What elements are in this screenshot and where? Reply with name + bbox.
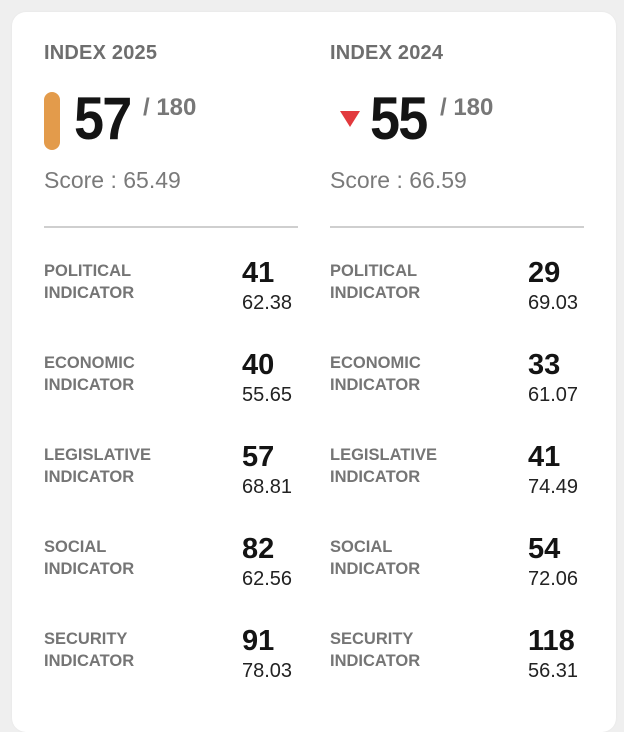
indicator-score: 55.65	[242, 384, 293, 406]
indicator-rank: 41	[242, 257, 275, 289]
rank-color-bar-icon	[44, 92, 60, 150]
indicator-rank: 33	[528, 349, 561, 381]
indicator-rank: 91	[242, 625, 275, 657]
index-2024-title: INDEX 2024	[330, 42, 444, 64]
divider	[330, 226, 584, 228]
index-2025-score: Score : 65.49	[44, 167, 181, 193]
indicator-rank: 118	[528, 625, 575, 657]
indicator-score: 72.06	[528, 568, 579, 590]
indicator-label: SOCIAL INDICATOR	[330, 538, 421, 578]
index-2025-total: / 180	[143, 94, 197, 121]
indicator-score: 61.07	[528, 384, 579, 406]
indicator-label: ECONOMIC INDICATOR	[44, 354, 135, 394]
index-2025-rank: 57	[74, 85, 132, 152]
indicator-score: 69.03	[528, 292, 579, 314]
political-indicator-2024: POLITICAL INDICATOR 29 69.03	[330, 257, 584, 330]
security-indicator-2025: SECURITY INDICATOR 91 78.03	[44, 625, 298, 698]
indicator-rank: 29	[528, 257, 561, 289]
divider	[44, 226, 298, 228]
indicator-label: SECURITY INDICATOR	[44, 630, 135, 670]
economic-indicator-2025: ECONOMIC INDICATOR 40 55.65	[44, 349, 298, 422]
social-indicator-2024: SOCIAL INDICATOR 54 72.06	[330, 533, 584, 606]
indicator-rank: 57	[242, 441, 275, 473]
indicator-score: 78.03	[242, 660, 293, 682]
indicator-label: POLITICAL INDICATOR	[330, 262, 421, 302]
political-indicator-2025: POLITICAL INDICATOR 41 62.38	[44, 257, 298, 330]
security-indicator-2024: SECURITY INDICATOR 118 56.31	[330, 625, 584, 698]
index-2024-total: / 180	[440, 94, 494, 121]
indicator-rank: 82	[242, 533, 275, 565]
indicator-score: 62.38	[242, 292, 293, 314]
indicator-score: 56.31	[528, 660, 579, 682]
indicator-rank: 41	[528, 441, 561, 473]
index-2024-rank-block: 55 / 180	[330, 85, 584, 156]
indicator-label: LEGISLATIVE INDICATOR	[44, 446, 151, 486]
down-triangle-icon	[340, 111, 360, 127]
indicator-label: LEGISLATIVE INDICATOR	[330, 446, 437, 486]
index-card: INDEX 2025 57 / 180 Score : 65.49 POLITI…	[12, 12, 616, 732]
legislative-indicator-2025: LEGISLATIVE INDICATOR 57 68.81	[44, 441, 298, 514]
index-2024-score: Score : 66.59	[330, 167, 467, 193]
indicator-score: 68.81	[242, 476, 293, 498]
index-2025-title: INDEX 2025	[44, 42, 158, 64]
indicator-rank: 40	[242, 349, 275, 381]
index-2025-rank-block: 57 / 180	[44, 85, 298, 156]
indicator-label: SOCIAL INDICATOR	[44, 538, 135, 578]
indicator-score: 62.56	[242, 568, 293, 590]
index-2024-rank: 55	[370, 85, 428, 152]
social-indicator-2025: SOCIAL INDICATOR 82 62.56	[44, 533, 298, 606]
indicator-score: 74.49	[528, 476, 579, 498]
indicator-rank: 54	[528, 533, 561, 565]
economic-indicator-2024: ECONOMIC INDICATOR 33 61.07	[330, 349, 584, 422]
indicator-label: POLITICAL INDICATOR	[44, 262, 135, 302]
indicator-label: SECURITY INDICATOR	[330, 630, 421, 670]
legislative-indicator-2024: LEGISLATIVE INDICATOR 41 74.49	[330, 441, 584, 514]
indicator-label: ECONOMIC INDICATOR	[330, 354, 421, 394]
